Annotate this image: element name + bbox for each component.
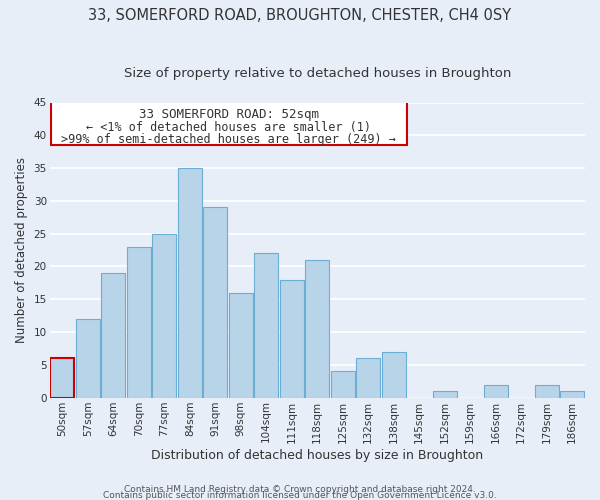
Bar: [50, 358, 74, 398]
Bar: [152, 234, 176, 398]
Text: Contains HM Land Registry data © Crown copyright and database right 2024.: Contains HM Land Registry data © Crown c…: [124, 484, 476, 494]
Bar: [178, 168, 202, 398]
Bar: [127, 247, 151, 398]
Bar: [101, 273, 125, 398]
Text: Contains public sector information licensed under the Open Government Licence v3: Contains public sector information licen…: [103, 490, 497, 500]
Title: Size of property relative to detached houses in Broughton: Size of property relative to detached ho…: [124, 68, 511, 80]
Text: ← <1% of detached houses are smaller (1): ← <1% of detached houses are smaller (1): [86, 121, 371, 134]
Bar: [535, 384, 559, 398]
Text: 33 SOMERFORD ROAD: 52sqm: 33 SOMERFORD ROAD: 52sqm: [139, 108, 319, 120]
Bar: [560, 391, 584, 398]
Bar: [382, 352, 406, 398]
Bar: [484, 384, 508, 398]
Bar: [229, 292, 253, 398]
Bar: [356, 358, 380, 398]
X-axis label: Distribution of detached houses by size in Broughton: Distribution of detached houses by size …: [151, 450, 484, 462]
Bar: [51, 101, 407, 145]
Bar: [203, 208, 227, 398]
Bar: [433, 391, 457, 398]
Y-axis label: Number of detached properties: Number of detached properties: [15, 157, 28, 343]
Bar: [331, 372, 355, 398]
Bar: [254, 254, 278, 398]
Bar: [305, 260, 329, 398]
Bar: [280, 280, 304, 398]
Bar: [76, 319, 100, 398]
Text: 33, SOMERFORD ROAD, BROUGHTON, CHESTER, CH4 0SY: 33, SOMERFORD ROAD, BROUGHTON, CHESTER, …: [88, 8, 512, 22]
Text: >99% of semi-detached houses are larger (249) →: >99% of semi-detached houses are larger …: [61, 132, 396, 145]
